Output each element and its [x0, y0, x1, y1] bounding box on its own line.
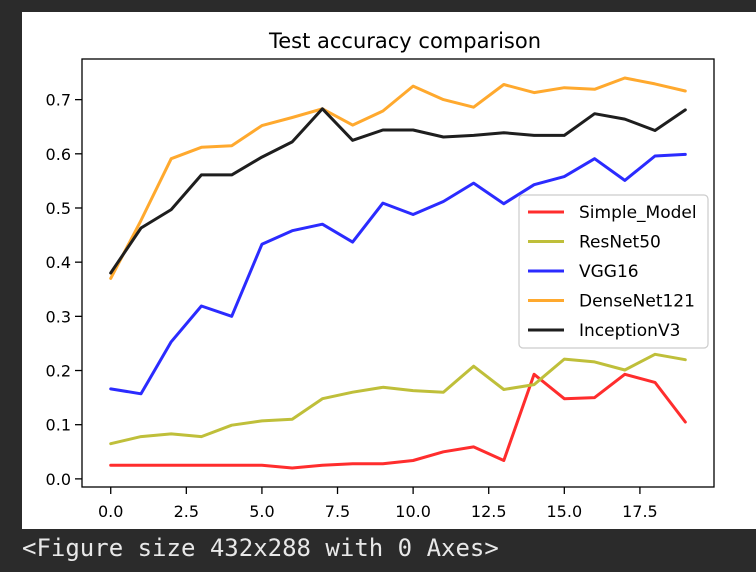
figure-canvas: Test accuracy comparison 0.0 2.5 5.0 7.5 10.…: [22, 12, 756, 529]
legend-box: [518, 194, 709, 349]
legend-label-inceptionv3: InceptionV3: [579, 321, 680, 341]
series-line-densenet121: [109, 76, 687, 280]
x-tick-label: 0.0: [98, 502, 123, 521]
x-tick-label: 12.5: [471, 502, 507, 521]
chart-title: Test accuracy comparison: [268, 29, 541, 53]
y-tick-label: 0.0: [46, 470, 71, 489]
y-tick-label: 0.2: [46, 362, 71, 381]
y-tick-label: 0.6: [46, 145, 71, 164]
x-tick-label: 7.5: [325, 502, 350, 521]
x-tick-label: 10.0: [395, 502, 431, 521]
y-tick-label: 0.1: [46, 416, 71, 435]
y-tick-label: 0.4: [46, 253, 71, 272]
series-line-vgg16: [109, 152, 687, 396]
plot-frame: [81, 58, 715, 488]
y-tick-label: 0.5: [46, 199, 71, 218]
x-tick-label: 15.0: [547, 502, 583, 521]
line-chart: Test accuracy comparison 0.0 2.5 5.0 7.5 10.…: [46, 29, 715, 521]
x-tick-label: 5.0: [249, 502, 274, 521]
x-tick-label: 2.5: [174, 502, 199, 521]
x-tick-label: 17.5: [622, 502, 658, 521]
series-line-inceptionv3: [109, 107, 687, 275]
series-line-resnet50: [109, 352, 687, 446]
y-tick-label: 0.7: [46, 91, 71, 110]
legend-label-simple-model: Simple_Model: [579, 203, 697, 223]
y-tick-label: 0.3: [46, 307, 71, 326]
legend-label-resnet50: ResNet50: [579, 233, 661, 253]
legend-label-densenet121: DenseNet121: [579, 292, 695, 312]
legend-label-vgg16: VGG16: [579, 262, 639, 282]
series-line-simple-model: [109, 372, 687, 470]
figure-size-caption: <Figure size 432x288 with 0 Axes>: [22, 534, 499, 562]
